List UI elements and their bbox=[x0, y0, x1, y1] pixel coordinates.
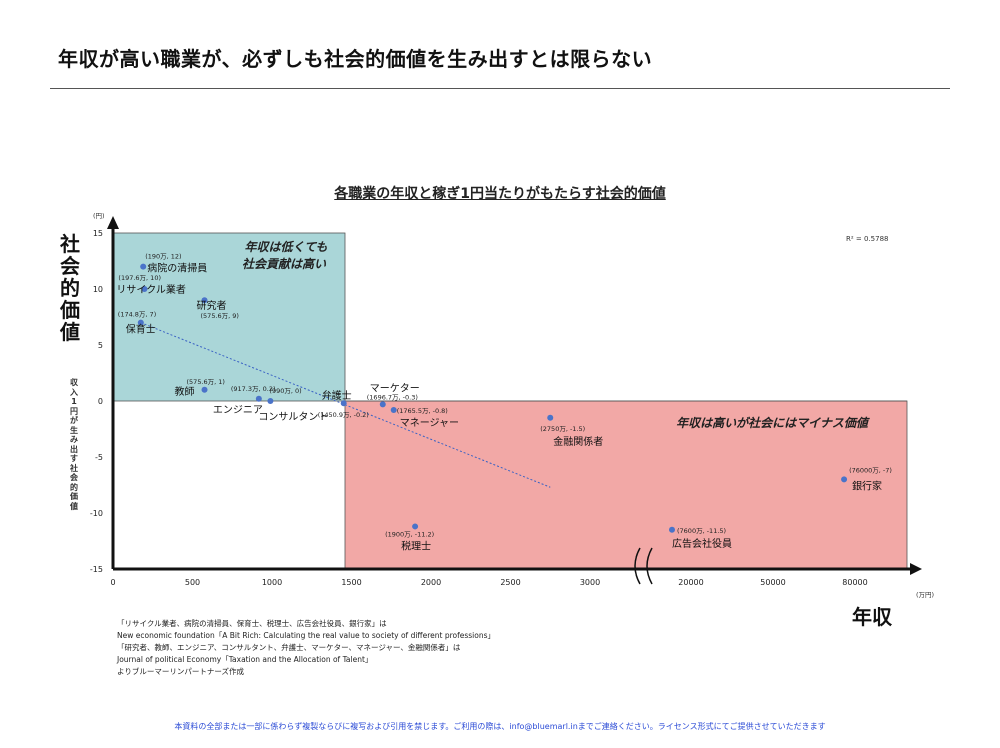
data-point bbox=[669, 526, 675, 533]
data-point bbox=[390, 406, 397, 413]
data-point bbox=[841, 476, 848, 483]
data-point-coord-label: (1450.9万, -0.2) bbox=[318, 411, 369, 419]
axis-break-mark bbox=[634, 547, 641, 585]
data-point bbox=[340, 400, 347, 407]
data-point bbox=[267, 398, 274, 404]
y-tick-label: 5 bbox=[98, 341, 103, 350]
quadrant-upper-left bbox=[112, 232, 346, 402]
data-point-coord-label: (990万, 0) bbox=[269, 387, 301, 395]
source-line: Journal of political Economy「Taxation an… bbox=[117, 655, 373, 664]
y-tick-label: 15 bbox=[93, 229, 103, 238]
data-point-name-label: 金融関係者 bbox=[553, 435, 603, 448]
data-point-name-label: 弁護士 bbox=[322, 389, 352, 402]
data-point-coord-label: (1765.5万, -0.8) bbox=[397, 407, 448, 415]
x-tick-label: 80000 bbox=[842, 578, 867, 587]
data-point bbox=[547, 414, 554, 421]
y-tick-label: 0 bbox=[98, 397, 103, 406]
x-tick-label: 3000 bbox=[580, 578, 600, 587]
data-point-name-label: 病院の清掃員 bbox=[147, 262, 207, 275]
x-tick-label: 500 bbox=[185, 578, 200, 587]
data-point bbox=[137, 319, 144, 326]
data-point-coord-label: (190万, 12) bbox=[145, 253, 181, 261]
data-point-name-label: 銀行家 bbox=[852, 479, 882, 492]
x-axis-label: 年収 bbox=[852, 605, 892, 629]
data-point bbox=[412, 523, 419, 530]
data-point-coord-label: (2750万, -1.5) bbox=[540, 425, 585, 433]
data-point bbox=[201, 297, 208, 304]
x-tick-label: 50000 bbox=[760, 578, 785, 587]
y-tick-label: -15 bbox=[90, 565, 103, 574]
x-tick-label: 0 bbox=[110, 578, 115, 587]
axis-break-mark bbox=[646, 547, 653, 585]
y-axis-label: 社会的価値 bbox=[60, 232, 80, 344]
data-point bbox=[140, 263, 147, 270]
x-tick-label: 20000 bbox=[678, 578, 703, 587]
data-point-coord-label: (575.6万, 1) bbox=[187, 378, 225, 386]
y-tick-label: -10 bbox=[90, 509, 103, 518]
data-point-coord-label: (76000万, -7) bbox=[849, 466, 892, 474]
data-point-name-label: 保育士 bbox=[126, 323, 156, 336]
quadrant-note-lower-right: 年収は高いが社会にはマイナス価値 bbox=[676, 416, 870, 430]
data-point-coord-label: (174.8万, 7) bbox=[118, 311, 156, 319]
data-point-coord-label: (575.6万, 9) bbox=[201, 312, 239, 320]
source-line: 「リサイクル業者、病院の清掃員、保育士、税理士、広告会社役員、銀行家」は bbox=[117, 619, 387, 628]
y-tick-label: 10 bbox=[93, 285, 103, 294]
data-point-coord-label: (7600万, -11.5) bbox=[677, 527, 726, 535]
data-point-name-label: 広告会社役員 bbox=[672, 537, 732, 550]
data-point-coord-label: (917.3万, 0.2) bbox=[231, 385, 276, 393]
data-point-name-label: エンジニア bbox=[213, 405, 263, 416]
quadrant-note-upper-left: 年収は低くても bbox=[244, 240, 327, 254]
x-tick-label: 1500 bbox=[341, 578, 361, 587]
data-point bbox=[141, 286, 148, 292]
y-axis-arrow bbox=[107, 216, 119, 229]
copyright-footer: 本資料の全部または一部に係わらず複製ならびに複写および引用を禁じます。ご利用の際… bbox=[174, 722, 826, 731]
data-point-coord-label: (197.6万, 10) bbox=[118, 274, 161, 282]
data-point bbox=[255, 395, 262, 402]
title-divider bbox=[50, 88, 950, 89]
x-unit-label: (万円) bbox=[916, 591, 934, 599]
r-squared-label: R² = 0.5788 bbox=[846, 235, 888, 243]
source-line: 「研究者、教師、エンジニア、コンサルタント、弁護士、マーケター、マネージャー、金… bbox=[117, 643, 461, 652]
y-tick-label: -5 bbox=[95, 453, 103, 462]
y-unit-label: (円) bbox=[93, 212, 105, 220]
data-point-coord-label: (1696.7万, -0.3) bbox=[367, 393, 418, 401]
data-point bbox=[201, 386, 208, 393]
source-line: よりブルーマーリンパートナーズ作成 bbox=[117, 667, 244, 676]
data-point bbox=[379, 401, 386, 408]
data-point-name-label: 研究者 bbox=[197, 299, 227, 312]
x-tick-label: 1000 bbox=[262, 578, 282, 587]
data-point-name-label: 税理士 bbox=[401, 539, 431, 552]
x-tick-label: 2500 bbox=[500, 578, 520, 587]
sources-note: 「リサイクル業者、病院の清掃員、保育士、税理士、広告会社役員、銀行家」は New… bbox=[117, 618, 495, 678]
data-point-name-label: リサイクル業者 bbox=[116, 283, 185, 296]
source-line: New economic foundation「A Bit Rich: Calc… bbox=[117, 631, 495, 640]
data-point-name-label: 教師 bbox=[175, 385, 195, 398]
page-title: 年収が高い職業が、必ずしも社会的価値を生み出すとは限らない bbox=[58, 47, 653, 71]
data-point-name-label: コンサルタント bbox=[258, 411, 328, 423]
y-axis-sub-label: 収入1円が生み出す社会的価値 bbox=[70, 378, 78, 511]
chart-title: 各職業の年収と稼ぎ1円当たりがもたらす社会的価値 bbox=[334, 186, 666, 202]
data-point-name-label: マーケター bbox=[370, 382, 420, 394]
quadrant-lower-right bbox=[344, 400, 908, 570]
x-axis-arrow bbox=[910, 563, 922, 575]
x-tick-label: 2000 bbox=[421, 578, 441, 587]
data-point-name-label: マネージャー bbox=[400, 417, 459, 429]
quadrant-note-upper-left: 社会貢献は高い bbox=[242, 257, 327, 271]
data-point-coord-label: (1900万, -11.2) bbox=[385, 530, 434, 538]
